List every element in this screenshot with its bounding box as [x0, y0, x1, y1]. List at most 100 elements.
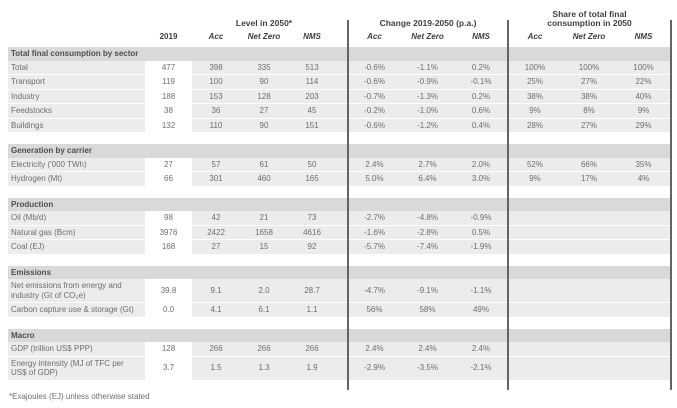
cell-change: -0.9% [470, 213, 492, 222]
row-label: Feedstocks [11, 106, 52, 115]
cell-level: 100 [209, 77, 223, 86]
column-change-nms: NMS [472, 32, 490, 41]
cell-change: 49% [472, 305, 489, 314]
cell-2019: 119 [145, 75, 192, 89]
cell-2019: 188 [145, 89, 192, 103]
cell-share: 27% [580, 77, 597, 86]
cell-change: 2.4% [365, 344, 384, 353]
row-label: Carbon capture use & storage (Gt) [11, 305, 134, 314]
cell-change: 5.0% [365, 174, 384, 183]
cell-gap [336, 119, 348, 133]
cell-change: -9.1% [417, 285, 438, 295]
table-row: Natural gas (Bcm) 3976 2422 1658 4616 -1.6% -2… [8, 225, 671, 240]
cell-change: -0.1% [470, 77, 492, 86]
cell-change: 2.7% [418, 159, 437, 169]
cell-level: 36 [211, 106, 221, 115]
cell-change: -1.0% [417, 106, 438, 115]
cell-share [616, 240, 671, 254]
cell-change: 0.6% [471, 106, 491, 115]
row-label: Total [11, 62, 28, 72]
cell-2019: 27 [145, 157, 192, 171]
table-row: Buildings 132 110 90 151 -0.6% -1.2% 0.4% 28% 27%… [8, 118, 671, 133]
cell-share: 52% [526, 159, 543, 169]
cell-change: -0.7% [364, 91, 385, 101]
cell-share: 22% [635, 77, 652, 86]
cell-level: 9.1 [210, 285, 222, 295]
cell-change: 0.4% [471, 120, 491, 130]
cell-level: 266 [257, 344, 271, 353]
cell-level: 2422 [207, 227, 225, 237]
row-label: Buildings [11, 120, 44, 130]
cell-share: 28% [526, 120, 543, 130]
section-title: Total final consumption by sector [8, 47, 671, 61]
cell-share [508, 357, 562, 380]
cell-gap [336, 172, 348, 186]
cell-level: 15 [259, 242, 269, 251]
cell-share: 35% [635, 159, 652, 169]
section-title: Emissions [8, 265, 671, 279]
footnote: *Exajoules (EJ) unless otherwise stated [9, 391, 150, 401]
cell-change: 0.2% [471, 91, 491, 101]
cell-change: 0.2% [471, 62, 491, 72]
cell-gap [336, 303, 348, 317]
cell-level: 203 [305, 91, 319, 101]
table-row: Feedstocks 38 36 27 45 -0.2% -1.0% 0.6% 9% 8% 9% [8, 104, 671, 119]
column-share-netzero: Net Zero [572, 32, 606, 41]
cell-level: 1658 [255, 227, 273, 237]
cell-2019: 477 [145, 60, 192, 74]
cell-level: 4.1 [210, 305, 222, 314]
cell-gap [336, 158, 348, 172]
table-row: Industry 188 153 128 203 -0.7% -1.3% 0.2% 38% 38%… [8, 89, 671, 104]
cell-level: 4616 [303, 227, 321, 237]
cell-change: -1.2% [417, 120, 438, 130]
column-share-nms: NMS [634, 32, 653, 41]
cell-level: 45 [307, 106, 317, 115]
cell-level: 460 [257, 174, 271, 183]
cell-change: 56% [366, 305, 383, 314]
cell-share [508, 226, 562, 240]
cell-share [508, 342, 562, 356]
cell-share [562, 342, 616, 356]
cell-change: -4.8% [417, 213, 438, 222]
cell-change: 2.4% [471, 344, 491, 353]
cell-level: 92 [307, 242, 317, 251]
cell-change: 2.0% [471, 159, 491, 169]
cell-level: 1.5 [210, 363, 222, 373]
cell-share [616, 357, 671, 380]
cell-share: 29% [635, 120, 652, 130]
cell-2019: 0.0 [145, 303, 192, 317]
cell-share: 100% [633, 62, 654, 72]
cell-level: 153 [209, 91, 223, 101]
cell-level: 21 [259, 213, 269, 222]
cell-share: 25% [526, 77, 543, 86]
section: Emissions Net emissions from energy and i… [8, 265, 671, 317]
cell-change: -0.6% [364, 77, 385, 86]
header-level-in-2050: Level in 2050* [235, 18, 293, 28]
cell-share [508, 240, 562, 254]
cell-share: 66% [580, 159, 597, 169]
section: Production Oil (Mb/d) 98 42 21 73 -2.7% -4.8% -0… [8, 197, 671, 254]
cell-gap [336, 240, 348, 254]
cell-level: 6.1 [258, 305, 270, 314]
divider-line-left [347, 20, 349, 390]
table-row: Oil (Mb/d) 98 42 21 73 -2.7% -4.8% -0.9% [8, 211, 671, 226]
row-label: GDP (trillion US$ PPP) [11, 344, 93, 353]
header-change-2019-2050: Change 2019-2050 (p.a.) [379, 18, 477, 28]
section-title: Generation by carrier [8, 144, 671, 158]
cell-share [562, 226, 616, 240]
cell-level: 110 [209, 120, 223, 130]
cell-change: 58% [419, 305, 436, 314]
table-row: Net emissions from energy and industry (… [8, 279, 671, 303]
row-label: Hydrogen (Mt) [11, 174, 63, 183]
section: Total final consumption by sector Total 47… [8, 47, 671, 132]
cell-share: 27% [580, 120, 597, 130]
cell-share: 8% [583, 106, 595, 115]
cell-share: 100% [524, 62, 546, 72]
cell-change: -1.1% [470, 285, 492, 295]
cell-gap [336, 90, 348, 104]
cell-2019: 66 [145, 172, 192, 186]
cell-change: 6.4% [418, 174, 437, 183]
cell-level: 73 [307, 213, 317, 222]
table-row: Energy intensity (MJ of TFC per US$ of G… [8, 356, 671, 380]
